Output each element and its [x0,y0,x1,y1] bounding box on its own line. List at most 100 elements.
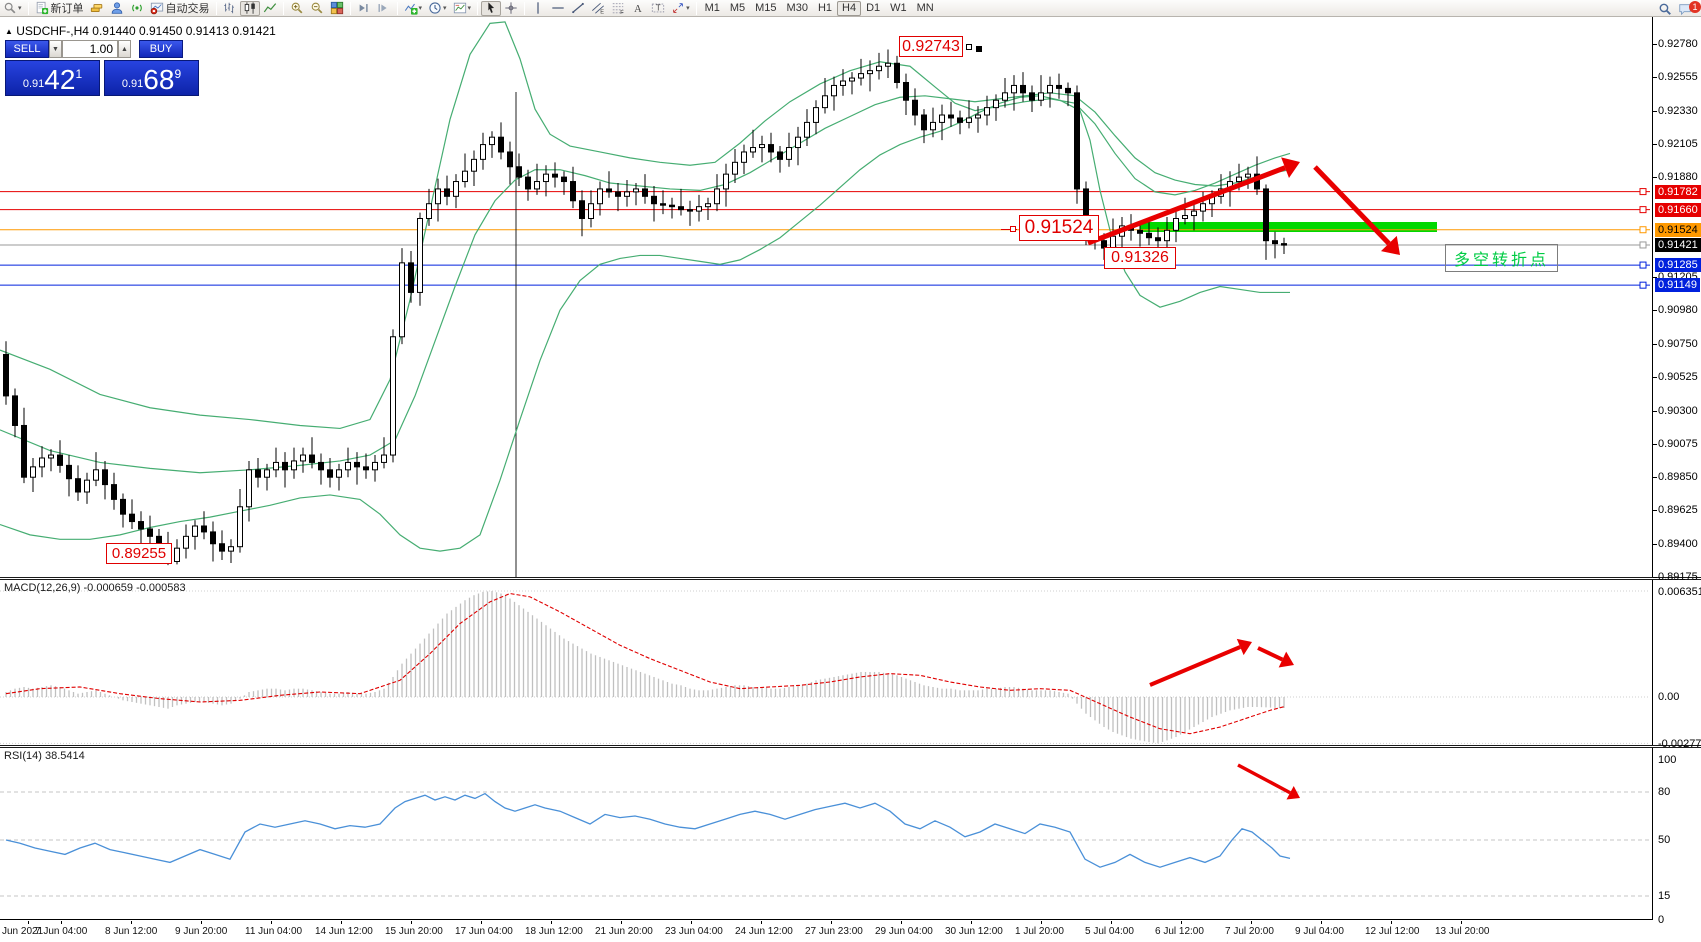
volume-input[interactable] [62,40,118,58]
label-icon: T [651,3,665,13]
price-callout[interactable]: 0.91524 [1019,215,1099,241]
turning-point-annotation[interactable]: 多空转折点 [1445,244,1558,272]
timeframe-h4-button[interactable]: H4 [837,0,862,16]
rsi-axis-label: 50 [1658,834,1671,846]
price-callout[interactable]: 0.91326 [1104,247,1176,269]
arrows-tool-button[interactable]: ▾ [668,1,693,16]
callout-marker [966,44,972,50]
timeframe-w1-button[interactable]: W1 [890,2,907,14]
profile-button[interactable] [107,1,127,16]
time-axis-label: 17 Jun 04:00 [455,926,513,937]
buy-price[interactable]: 0.91 68 9 [104,60,199,96]
toolbar-separator [215,1,217,15]
zoom-in-button[interactable] [287,1,307,16]
new-order-button[interactable]: 新订单 [32,1,87,16]
timeframe-m30-button[interactable]: M30 [786,2,808,14]
vertical-line-tool-button[interactable] [528,1,548,16]
timeframe-m5-button[interactable]: M5 [729,2,746,14]
zoom-in-icon [291,2,302,14]
price-callout[interactable]: 0.92743 [899,36,963,57]
funds-button[interactable] [87,1,107,16]
timeframe-mn-button[interactable]: MN [916,2,934,14]
volume-up-button[interactable]: ▲ [118,40,131,58]
sell-button[interactable]: SELL [5,40,49,58]
chart-shift-button[interactable] [354,1,374,16]
channel-tool-button[interactable]: E [588,1,608,16]
quick-search-button[interactable]: ▾ [0,1,25,16]
bars-icon [223,2,234,14]
timeframe-m1-button[interactable]: M1 [704,2,720,14]
time-axis-label: 1 Jul 20:00 [1015,926,1064,937]
templates-menu-button[interactable]: ▾ [450,1,475,16]
zoom-out-button[interactable] [307,1,327,16]
signal-icon [131,4,142,12]
crosshair-tool-button[interactable] [501,1,521,16]
macd-canvas[interactable] [0,580,1653,745]
time-tick-mark [1461,921,1462,924]
time-tick-mark [1181,921,1182,924]
cursor-icon [488,2,495,13]
price-line-label: 0.91660 [1655,202,1701,217]
time-axis-label: 8 Jun 12:00 [105,926,158,937]
auto-trading-button[interactable]: 自动交易 [147,1,213,16]
time-axis-label: 9 Jul 04:00 [1295,926,1344,937]
time-tick-mark [1041,921,1042,924]
notifications-button[interactable]: 1 [1675,1,1701,16]
timeframe-d1-button[interactable]: D1 [866,2,881,14]
price-tick-label: 0.89850 [1658,471,1698,484]
price-line-label: 0.91782 [1655,184,1701,199]
new-order-icon [36,1,48,15]
notification-badge: 1 [1689,1,1701,13]
horizontal-line-tool-button[interactable] [548,1,568,16]
panel-splitter[interactable] [0,577,1701,580]
time-tick-mark [621,921,622,924]
price-tick-label: 0.89175 [1658,571,1698,583]
tile-windows-button[interactable] [327,1,347,16]
time-tick-mark [411,921,412,924]
periods-menu-button[interactable]: ▾ [425,1,450,16]
volume-down-button[interactable]: ▼ [49,40,62,58]
label-tool-button[interactable]: T [648,1,668,16]
price-tick-label: 0.91880 [1658,171,1698,184]
signal-button[interactable] [127,1,147,16]
ohlc-values: 0.91440 0.91450 0.91413 0.91421 [92,24,276,38]
toolbar-separator [396,1,398,15]
gold-icon [90,4,102,12]
bar-chart-mode-button[interactable] [220,1,240,16]
candle-chart-mode-button[interactable] [239,0,260,16]
crosshair-icon [505,2,517,14]
price-line-label: 0.91421 [1655,237,1701,252]
auto-scroll-button[interactable] [374,1,394,16]
time-axis-label: 29 Jun 04:00 [875,926,933,937]
price-tick-mark [1653,443,1657,445]
rsi-canvas[interactable] [0,748,1653,920]
collapse-icon[interactable]: ▲ [5,27,13,36]
line-icon [263,3,276,13]
trendline-tool-button[interactable] [568,1,588,16]
fibonacci-tool-button[interactable]: F [608,1,628,16]
price-callout[interactable]: 0.89255 [106,543,172,564]
sell-price[interactable]: 0.91 42 1 [5,60,100,96]
text-tool-button[interactable]: A [628,1,648,16]
cursor-tool-button[interactable] [481,0,502,16]
timeframe-h1-button[interactable]: H1 [817,2,833,14]
indicators-menu-button[interactable]: ▾ [401,1,426,16]
autotrade-icon [150,2,163,15]
panel-splitter[interactable] [0,745,1701,748]
price-tick-mark [1653,77,1657,79]
time-tick-mark [1251,921,1252,924]
main-chart-canvas[interactable] [0,17,1653,577]
line-chart-mode-button[interactable] [260,1,280,16]
timeframe-m15-button[interactable]: M15 [755,2,777,14]
time-axis-label: 21 Jun 20:00 [595,926,653,937]
time-tick-mark [271,921,272,924]
svg-text:T: T [656,4,661,13]
time-tick-mark [1391,921,1392,924]
search-button[interactable] [1655,1,1675,16]
channel-icon: E [592,2,604,15]
buy-button[interactable]: BUY [139,40,183,58]
dropdown-caret-icon: ▾ [18,5,22,12]
time-tick-mark [61,921,62,924]
time-tick-mark [28,921,29,924]
vline-icon [537,2,539,14]
